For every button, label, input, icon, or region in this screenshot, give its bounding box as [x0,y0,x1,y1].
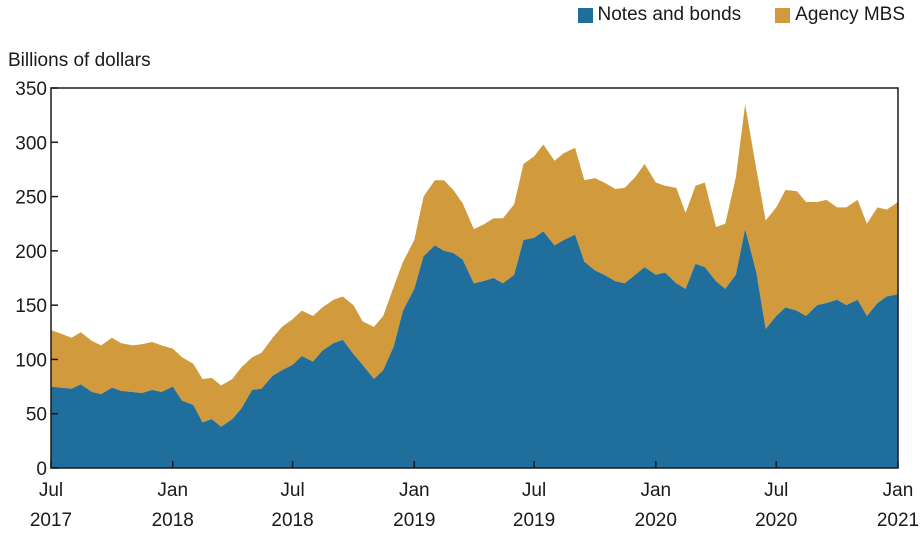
x-tick-label-month-2018-01: Jan [157,480,188,501]
x-tick-label-month-2019-01: Jan [399,480,430,501]
x-tick-label-month-2019-07: Jul [522,480,546,501]
y-tick-label-0: 0 [36,459,47,480]
x-tick-label-year-2020-01: 2020 [635,510,677,531]
area-agency-mbs [51,104,898,427]
legend-swatch-notes-and-bonds [577,7,593,23]
legend-label-notes-and-bonds: Notes and bonds [597,4,742,25]
x-tick-label-month-2021-01: Jan [883,480,914,501]
y-tick-label-300: 300 [15,133,47,154]
x-tick-label-month-2017-07: Jul [39,480,63,501]
y-tick-label-250: 250 [15,188,47,209]
y-tick-label-200: 200 [15,242,47,263]
x-tick-label-month-2018-07: Jul [280,480,304,501]
y-tick-label-350: 350 [15,79,47,100]
legend-swatch-agency-mbs [775,7,791,23]
x-tick-label-month-2020-01: Jan [640,480,671,501]
x-tick-label-month-2020-07: Jul [764,480,788,501]
legend-item-agency-mbs: Agency MBS [775,4,905,26]
x-tick-label-year-2017-07: 2017 [30,510,72,531]
y-axis-unit-label: Billions of dollars [8,50,151,71]
plot-frame [50,87,899,469]
x-tick-label-year-2021-01: 2021 [877,510,919,531]
legend-item-notes-and-bonds: Notes and bonds [577,4,742,26]
legend-label-agency-mbs: Agency MBS [795,4,905,25]
area-notes-and-bonds [51,229,898,468]
y-tick-label-100: 100 [15,350,47,371]
x-tick-label-year-2018-01: 2018 [152,510,194,531]
x-tick-label-year-2019-01: 2019 [393,510,435,531]
x-tick-label-year-2019-07: 2019 [513,510,555,531]
y-tick-label-150: 150 [15,296,47,317]
legend: Notes and bonds Agency MBS [577,4,905,26]
x-tick-label-year-2018-07: 2018 [271,510,313,531]
y-tick-label-50: 50 [26,405,47,426]
x-tick-label-year-2020-07: 2020 [755,510,797,531]
